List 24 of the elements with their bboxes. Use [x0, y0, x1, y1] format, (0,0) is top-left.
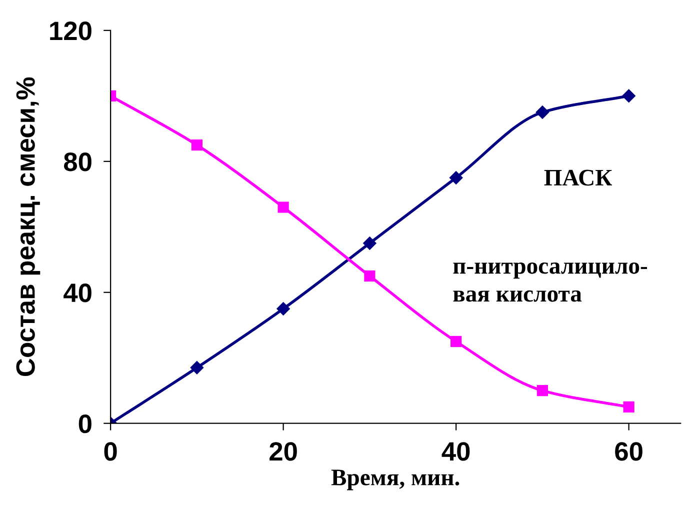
point — [278, 202, 289, 213]
x-tick-label: 20 — [270, 442, 297, 461]
series-label: п-нитросалицило- вая кислота — [453, 262, 648, 302]
y-tick-label: 40 — [64, 284, 92, 302]
point — [364, 270, 376, 282]
point — [362, 236, 377, 250]
x-tick-label: 0 — [104, 442, 117, 461]
point — [449, 170, 463, 185]
x-axis-title: Время, мин. — [331, 470, 460, 490]
x-tick-label: 40 — [442, 442, 470, 461]
point — [536, 105, 550, 120]
x-tick-label: 60 — [615, 442, 642, 461]
y-tick-label: 0 — [78, 414, 92, 434]
y-tick-label: 120 — [50, 22, 92, 40]
point — [536, 385, 548, 396]
text: ПАСК — [544, 170, 612, 186]
y-tick-label: 80 — [64, 152, 92, 172]
y-axis-title: Состав реакц. смеси,% — [16, 77, 40, 376]
point — [622, 89, 636, 103]
point — [190, 360, 204, 375]
point — [450, 336, 462, 348]
point — [191, 139, 202, 151]
point — [623, 401, 634, 413]
point — [276, 302, 290, 316]
